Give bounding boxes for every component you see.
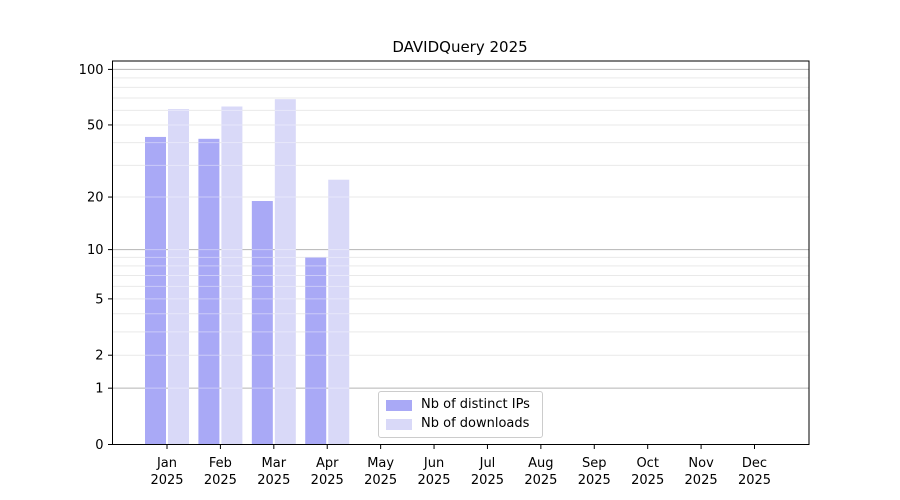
legend-label-downloads: Nb of downloads (421, 416, 530, 431)
bars (145, 99, 350, 445)
y-tick-label-20: 20 (87, 191, 104, 206)
bar-distinct-ips-feb (198, 138, 220, 445)
y-tick-label-0: 0 (95, 438, 103, 453)
y-tick-label-50: 50 (87, 118, 104, 133)
legend-item-downloads: Nb of downloads (386, 416, 530, 432)
bar-downloads-feb (221, 106, 243, 445)
bar-distinct-ips-jan (145, 136, 166, 445)
legend: Nb of distinct IPs Nb of downloads (378, 391, 543, 438)
x-tick-year-feb: 2025 (204, 473, 237, 488)
x-tick-year-apr: 2025 (311, 473, 344, 488)
x-tick-label-aug: Aug (528, 456, 553, 471)
x-tick-year-mar: 2025 (257, 473, 290, 488)
x-tick-label-apr: Apr (316, 456, 339, 471)
x-tick-year-dec: 2025 (738, 473, 771, 488)
y-tick-label-1: 1 (95, 382, 103, 397)
x-tick-label-mar: Mar (262, 456, 287, 471)
chart-title: DAVIDQuery 2025 (392, 38, 527, 56)
x-tick-label-may: May (367, 456, 394, 471)
legend-label-distinct-ips: Nb of distinct IPs (421, 397, 530, 412)
bar-distinct-ips-apr (305, 257, 327, 445)
x-tick-label-nov: Nov (688, 456, 714, 471)
legend-item-distinct-ips: Nb of distinct IPs (386, 397, 530, 413)
y-tick-label-100: 100 (79, 63, 104, 78)
x-tick-label-sep: Sep (582, 456, 607, 471)
bar-distinct-ips-mar (251, 201, 273, 445)
x-tick-year-jun: 2025 (417, 473, 450, 488)
y-tick-label-5: 5 (95, 292, 103, 307)
x-tick-year-jul: 2025 (471, 473, 504, 488)
axis-ticks: 0 1 2 5 10 20 50 100 Jan 2025 Feb 2025 Mar 2025 Apr 202… (79, 63, 771, 488)
x-tick-label-jul: Jul (479, 456, 496, 471)
x-tick-label-jun: Jun (423, 456, 444, 471)
bar-downloads-apr (328, 179, 350, 445)
x-tick-year-may: 2025 (364, 473, 397, 488)
legend-swatch-distinct-ips (386, 399, 412, 411)
plot-border (112, 60, 810, 445)
x-tick-year-sep: 2025 (578, 473, 611, 488)
x-tick-year-jan: 2025 (150, 473, 183, 488)
bar-downloads-jan (168, 109, 189, 445)
x-tick-label-dec: Dec (742, 456, 767, 471)
x-tick-year-oct: 2025 (631, 473, 664, 488)
y-tick-label-2: 2 (95, 349, 103, 364)
legend-swatch-downloads (386, 418, 412, 430)
y-tick-label-10: 10 (87, 243, 104, 258)
x-tick-label-feb: Feb (209, 456, 232, 471)
x-tick-label-jan: Jan (156, 456, 177, 471)
x-tick-year-nov: 2025 (685, 473, 718, 488)
x-tick-year-aug: 2025 (524, 473, 557, 488)
gridlines-over-bars (145, 109, 350, 389)
x-tick-label-oct: Oct (636, 456, 658, 471)
bar-downloads-mar (274, 99, 296, 445)
